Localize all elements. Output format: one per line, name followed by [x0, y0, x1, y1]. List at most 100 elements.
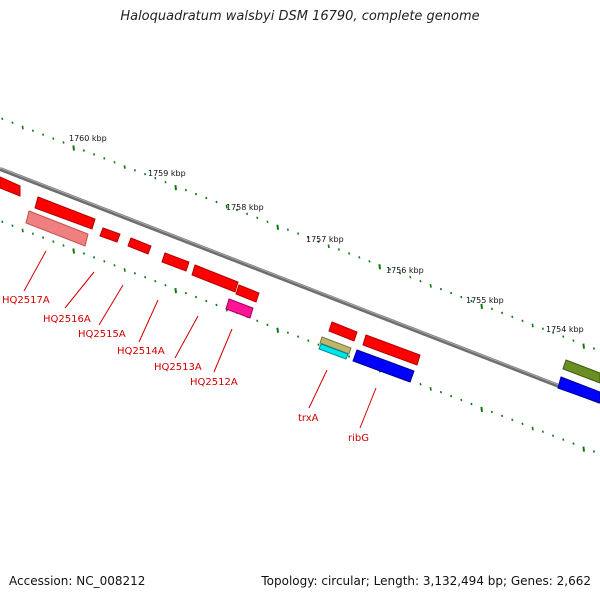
tick-mark [31, 232, 34, 235]
tick-mark [82, 149, 85, 152]
tick-mark [460, 398, 463, 402]
tick-mark [225, 204, 228, 209]
gene-feature[interactable] [562, 359, 600, 384]
tick-mark [531, 323, 534, 328]
tick-mark [490, 307, 493, 311]
genome-backbone [0, 167, 600, 404]
tick-mark [11, 224, 14, 227]
tick-mark [582, 343, 585, 349]
kbp-label-1755: 1755 kbp [466, 296, 504, 305]
gene-feature[interactable] [161, 252, 190, 272]
tick-marks [1, 117, 595, 453]
gene-feature[interactable] [25, 210, 89, 247]
tick-mark [52, 240, 55, 243]
tick-mark [317, 240, 320, 243]
gene-feature[interactable] [127, 237, 152, 255]
tick-mark [31, 129, 34, 132]
tick-mark [144, 275, 147, 279]
tick-mark [113, 161, 116, 164]
tick-mark [439, 390, 442, 394]
gene-label-hq2516a[interactable]: HQ2516A [43, 314, 91, 325]
tick-mark [531, 426, 534, 431]
tick-mark [72, 145, 75, 151]
tick-mark [164, 283, 167, 287]
tick-mark [572, 339, 575, 342]
tick-mark [205, 196, 208, 200]
gene-feature[interactable] [318, 343, 349, 360]
tick-mark [327, 244, 330, 249]
tick-mark [419, 382, 422, 386]
tick-mark [541, 327, 544, 330]
tick-mark [348, 252, 351, 255]
gene-feature[interactable] [557, 376, 600, 404]
tick-mark [317, 343, 320, 346]
tick-mark [235, 208, 238, 212]
gene-labels: HQ2517A HQ2516A HQ2515A HQ2514A HQ2513A … [2, 295, 369, 444]
tick-mark [184, 291, 187, 295]
tick-mark [246, 212, 249, 216]
forward-genes [0, 176, 600, 384]
tick-mark [378, 264, 381, 270]
tick-mark [276, 327, 279, 333]
gene-label-trxa[interactable]: trxA [298, 413, 319, 424]
tick-mark [276, 224, 279, 230]
tick-mark [307, 236, 310, 239]
tick-mark [419, 279, 422, 283]
tick-mark [399, 272, 402, 275]
gene-label-hq2517a[interactable]: HQ2517A [2, 295, 50, 306]
reverse-genes [25, 210, 600, 404]
tick-mark [297, 335, 300, 338]
gene-feature[interactable] [362, 334, 421, 366]
tick-mark [164, 180, 167, 184]
tick-mark [450, 394, 453, 398]
tick-mark [174, 184, 177, 191]
tick-mark [133, 169, 136, 172]
tick-mark [358, 256, 361, 259]
gene-feature[interactable] [0, 176, 21, 197]
tick-mark [113, 264, 116, 267]
accession-text: Accession: NC_008212 [9, 574, 146, 588]
tick-mark [286, 331, 289, 334]
tick-mark [215, 200, 218, 204]
gene-feature[interactable] [225, 298, 254, 319]
tick-mark [348, 355, 351, 358]
tick-mark [501, 414, 504, 418]
kbp-label-1757: 1757 kbp [306, 235, 344, 244]
kbp-scale: 1760 kbp 1759 kbp 1758 kbp 1757 kbp 1756… [69, 134, 584, 334]
tick-mark [582, 446, 585, 452]
tick-mark [21, 228, 24, 233]
gene-label-hq2514a[interactable]: HQ2514A [117, 346, 165, 357]
tick-mark [470, 402, 473, 406]
gene-feature[interactable] [34, 196, 96, 230]
tick-mark [93, 256, 96, 259]
tick-mark [409, 275, 412, 279]
tick-mark [480, 303, 483, 310]
tick-mark [256, 319, 259, 323]
tick-mark [195, 192, 198, 196]
gene-feature[interactable] [328, 321, 358, 342]
gene-label-hq2515a[interactable]: HQ2515A [78, 329, 126, 340]
tick-mark [266, 323, 269, 327]
tick-mark [266, 220, 269, 224]
gene-label-hq2513a[interactable]: HQ2513A [154, 362, 202, 373]
gene-label-ribg[interactable]: ribG [348, 433, 369, 444]
gene-feature[interactable] [352, 349, 415, 383]
tick-mark [541, 430, 544, 433]
tick-mark [297, 232, 300, 235]
gene-feature[interactable] [191, 264, 239, 293]
gene-feature[interactable] [319, 336, 352, 355]
tick-mark [154, 279, 157, 283]
kbp-label-1760: 1760 kbp [69, 134, 107, 143]
gene-label-hq2512a[interactable]: HQ2512A [190, 377, 238, 388]
kbp-label-1756: 1756 kbp [386, 266, 424, 275]
tick-mark [62, 141, 65, 144]
tick-mark [460, 295, 463, 299]
tick-mark [82, 252, 85, 255]
gene-feature[interactable] [99, 227, 121, 243]
tick-mark [103, 260, 106, 263]
label-leader-lines [23, 250, 377, 429]
tick-mark [592, 347, 595, 350]
gene-feature[interactable] [235, 284, 260, 303]
tick-mark [572, 442, 575, 445]
tick-mark [490, 410, 493, 414]
